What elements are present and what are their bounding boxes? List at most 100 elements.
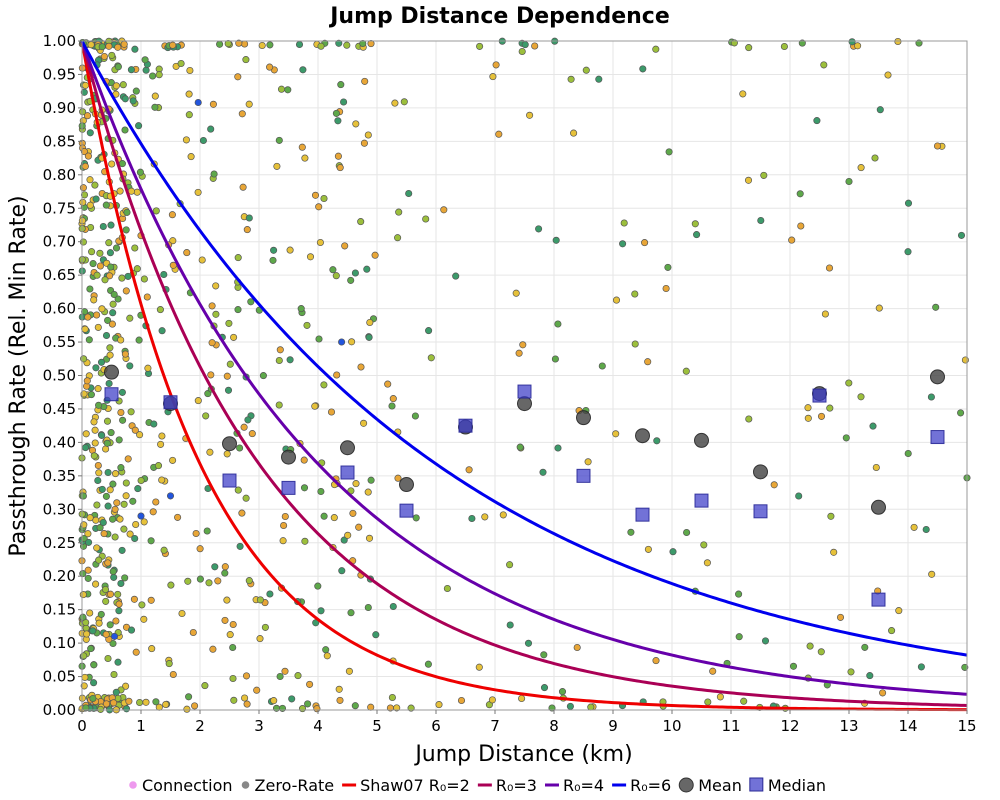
scatter-point (334, 152, 342, 160)
scatter-point (506, 621, 514, 629)
scatter-point (338, 567, 346, 575)
scatter-point (122, 226, 130, 234)
scatter-point (80, 148, 88, 156)
scatter-point (168, 211, 176, 219)
median-marker (399, 503, 414, 518)
scatter-point (138, 601, 146, 609)
median-marker (340, 465, 355, 480)
scatter-point (236, 444, 244, 452)
scatter-point (317, 607, 325, 615)
x-tick-label: 15 (957, 717, 976, 735)
scatter-point (266, 41, 274, 49)
scatter-point (86, 514, 94, 522)
scatter-point (888, 627, 896, 635)
scatter-point (130, 595, 138, 603)
scatter-point (518, 694, 526, 703)
scatter-point (143, 293, 151, 301)
scatter-point (79, 184, 87, 192)
scatter-point (394, 474, 402, 482)
scatter-point (79, 591, 87, 599)
scatter-point (87, 391, 95, 399)
scatter-point (813, 117, 821, 125)
plot-area (78, 37, 971, 714)
scatter-point (551, 355, 559, 363)
scatter-point (196, 545, 204, 553)
scatter-point (476, 42, 484, 50)
y-tick-label: 1.00 (43, 32, 76, 50)
scatter-point (116, 515, 124, 523)
scatter-point (284, 86, 292, 94)
scatter-point (100, 52, 108, 61)
scatter-point (223, 450, 231, 458)
scatter-point (573, 643, 581, 652)
scatter-point (540, 651, 548, 659)
scatter-point (411, 412, 419, 420)
y-tick-label: 0.25 (43, 534, 76, 552)
scatter-point (272, 704, 281, 712)
scatter-point (129, 97, 137, 105)
scatter-point (142, 698, 150, 706)
y-tick-label: 0.15 (43, 601, 76, 619)
legend: Connection Zero-Rate Shaw07 R₀=2 R₀=3 R₀=4 R₀… (129, 776, 826, 795)
scatter-point (495, 130, 503, 138)
x-axis-ticks: 0 1 2 3 4 5 6 7 8 9 10 11 12 13 14 15 (77, 710, 977, 735)
scatter-point (149, 72, 157, 80)
scatter-point (499, 511, 507, 519)
scatter-point (99, 518, 107, 527)
scatter-point (207, 125, 215, 133)
scatter-point (357, 218, 365, 226)
median-marker (458, 418, 473, 433)
scatter-point (80, 682, 88, 690)
scatter-point (278, 704, 287, 712)
scatter-point (512, 289, 520, 297)
y-tick-label: 0.50 (43, 367, 76, 385)
scatter-point (664, 263, 672, 271)
scatter-point (117, 336, 125, 344)
x-tick-label: 6 (431, 717, 441, 735)
scatter-point (86, 129, 94, 137)
scatter-point (351, 269, 359, 277)
scatter-point (875, 304, 883, 312)
scatter-point (174, 513, 182, 521)
scatter-point (132, 87, 140, 95)
scatter-point (391, 99, 399, 107)
scatter-point (100, 530, 108, 538)
scatter-point (827, 512, 835, 520)
scatter-point (135, 122, 143, 130)
scatter-point (178, 609, 186, 618)
scatter-point (152, 498, 160, 506)
mean-marker (635, 428, 650, 444)
scatter-point (205, 579, 213, 587)
scatter-point (492, 61, 500, 69)
scatter-point (352, 120, 360, 128)
scatter-point (261, 623, 269, 631)
scatter-point (196, 575, 204, 583)
scatter-point (345, 667, 353, 675)
scatter-point (330, 514, 338, 522)
scatter-point (107, 429, 115, 437)
scatter-point (158, 476, 166, 484)
scatter-point (102, 700, 111, 708)
y-tick-label: 0.40 (43, 433, 76, 451)
scatter-point (85, 336, 93, 344)
scatter-point (804, 414, 812, 422)
scatter-point (133, 188, 141, 196)
scatter-point (691, 220, 699, 228)
scatter-point (316, 238, 324, 247)
scatter-point (117, 464, 125, 472)
scatter-point (554, 444, 562, 452)
scatter-point (306, 680, 314, 688)
y-tick-label: 0.35 (43, 467, 76, 485)
scatter-point (313, 705, 321, 713)
scatter-point (347, 609, 355, 617)
scatter-point (277, 85, 286, 93)
scatter-point (304, 700, 312, 708)
scatter-point (117, 408, 125, 417)
scatter-point (137, 476, 145, 485)
scatter-point (329, 266, 337, 274)
scatter-point (857, 393, 865, 401)
scatter-point (114, 658, 122, 666)
scatter-point (87, 645, 95, 653)
scatter-point (110, 699, 118, 707)
scatter-point (539, 468, 547, 476)
